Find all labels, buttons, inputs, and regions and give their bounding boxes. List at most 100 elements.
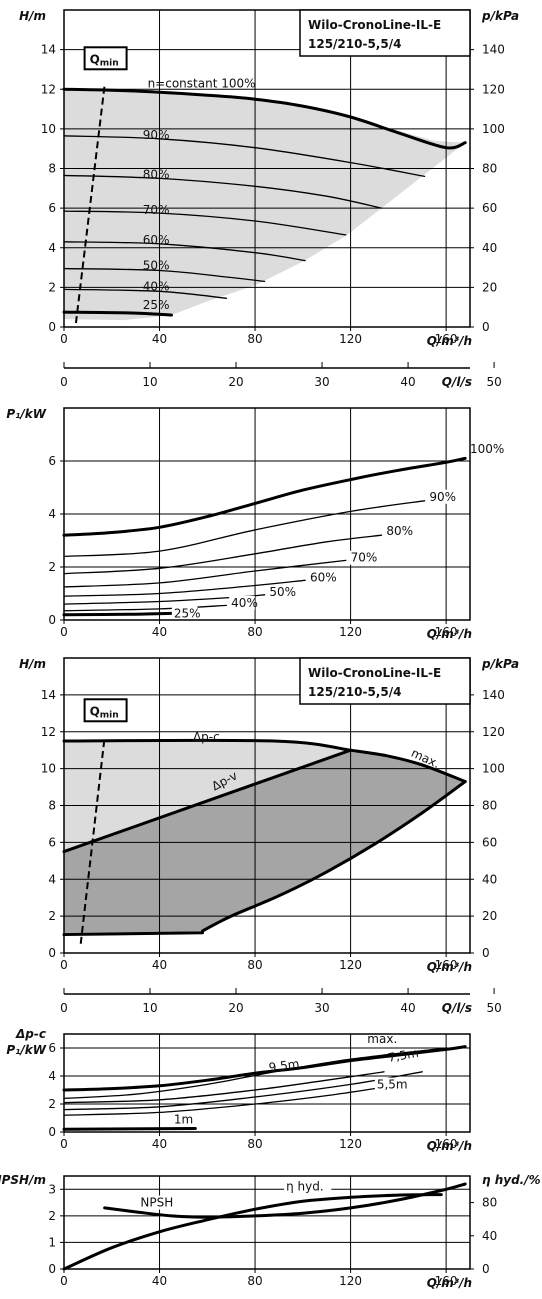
p1-series-7 bbox=[62, 611, 173, 617]
h1-y2-tick-label: 20 bbox=[482, 280, 497, 294]
npsh-y-tick-label: 2 bbox=[48, 1209, 56, 1223]
p2-series-2 bbox=[63, 1071, 385, 1104]
p1-y-tick-label: 0 bbox=[48, 613, 56, 627]
p1-y-tick-label: 4 bbox=[48, 507, 56, 521]
npsh-y-tick-label: 3 bbox=[48, 1182, 56, 1196]
p2-x-tick-label: 120 bbox=[339, 1137, 362, 1151]
h1-curve-label-0: n=constant 100% bbox=[148, 76, 256, 90]
p2-x-tick-label: 80 bbox=[247, 1137, 262, 1151]
p1-curve-label-2: 80% bbox=[386, 524, 413, 538]
h2-y-tick-label: 10 bbox=[41, 762, 56, 776]
h1-curve-label-6: 40% bbox=[143, 279, 170, 293]
qls2-tick-label: 50 bbox=[486, 1001, 501, 1015]
p1-x-tick-label: 120 bbox=[339, 625, 362, 639]
p2-ylabel: P₁/kW bbox=[6, 1043, 46, 1057]
p1-x-tick-label: 0 bbox=[60, 625, 68, 639]
h2-y2-tick-label: 40 bbox=[482, 872, 497, 886]
h2-series-1 bbox=[349, 748, 467, 783]
qls1-tick-label: 10 bbox=[142, 375, 157, 389]
h2-y-tick-label: 12 bbox=[41, 725, 56, 739]
p2-series-5 bbox=[62, 1127, 197, 1131]
npsh-x-tick-label: 80 bbox=[247, 1274, 262, 1288]
h2-y-tick-label: 14 bbox=[41, 688, 56, 702]
p2-xlabel: Q/m³/h bbox=[427, 1139, 472, 1153]
h1-series-2 bbox=[63, 174, 383, 209]
h1-y2label: p/kPa bbox=[481, 9, 519, 23]
p1-label-bg bbox=[171, 606, 198, 621]
h2-y2label: p/kPa bbox=[481, 657, 519, 671]
h2-y-tick-label: 4 bbox=[48, 872, 56, 886]
h1-y-tick-label: 2 bbox=[48, 280, 56, 294]
h2-y2-tick-label: 60 bbox=[482, 835, 497, 849]
npsh-x-tick-label: 160 bbox=[435, 1274, 458, 1288]
p2-curve-label-1: 9,5m bbox=[268, 1057, 300, 1075]
h2-series-4 bbox=[62, 931, 205, 937]
npsh-curve-label-1: η hyd. bbox=[286, 1180, 324, 1194]
h1-y-tick-label: 4 bbox=[48, 241, 56, 255]
p2-y-tick-label: 0 bbox=[48, 1125, 56, 1139]
npsh-label-bg bbox=[284, 1179, 332, 1194]
h1-x-tick-label: 80 bbox=[247, 332, 262, 346]
qls2-tick-label: 20 bbox=[228, 1001, 243, 1015]
p2-x-tick-label: 0 bbox=[60, 1137, 68, 1151]
h1-y-tick-label: 14 bbox=[41, 43, 56, 57]
h1-y-tick-label: 10 bbox=[41, 122, 56, 136]
npsh-x-tick-label: 120 bbox=[339, 1274, 362, 1288]
h2-y2-tick-label: 100 bbox=[482, 762, 505, 776]
h1-y2-tick-label: 140 bbox=[482, 43, 505, 57]
h2-title: Wilo-CronoLine-IL-E bbox=[308, 666, 441, 680]
h2-subtitle: 125/210-5,5/4 bbox=[308, 685, 401, 699]
p1-series-4 bbox=[63, 579, 306, 597]
p2-label-bg bbox=[365, 1032, 399, 1047]
p2-y-tick-label: 6 bbox=[48, 1041, 56, 1055]
npsh-ylabel: NPSH/m bbox=[0, 1173, 46, 1187]
h2-x-tick-label: 80 bbox=[247, 958, 262, 972]
h1-operating-area bbox=[64, 89, 466, 321]
h1-y2-tick-label: 80 bbox=[482, 162, 497, 176]
h2-qmin-box bbox=[83, 698, 128, 723]
qls1-tick-label: 30 bbox=[314, 375, 329, 389]
npsh-x-tick-label: 0 bbox=[60, 1274, 68, 1288]
h1-qmin-line bbox=[74, 85, 106, 324]
p1-label-bg bbox=[307, 570, 334, 585]
qls1-tick-label: 40 bbox=[400, 375, 415, 389]
p1-curve-label-0: 100% bbox=[470, 442, 504, 456]
h1-y2-tick-label: 120 bbox=[482, 82, 505, 96]
p1-curve-label-6: 40% bbox=[231, 596, 258, 610]
p1-series-2 bbox=[63, 534, 383, 575]
qls1-tick-label: 0 bbox=[60, 375, 68, 389]
h2-y2-tick-label: 20 bbox=[482, 909, 497, 923]
h2-x-tick-label: 40 bbox=[152, 958, 167, 972]
p1-x-tick-label: 40 bbox=[152, 625, 167, 639]
h1-series-3 bbox=[63, 210, 347, 236]
h2-xlabel: Q/m³/h bbox=[427, 960, 472, 974]
h1-qmin-box bbox=[83, 46, 128, 71]
npsh-y2-tick-label: 80 bbox=[482, 1196, 497, 1210]
p1-y-tick-label: 6 bbox=[48, 454, 56, 468]
p1-x-tick-label: 160 bbox=[435, 625, 458, 639]
h1-y2-tick-label: 60 bbox=[482, 201, 497, 215]
qls1-xlabel: Q/l/s bbox=[442, 375, 472, 389]
h2-y-tick-label: 2 bbox=[48, 909, 56, 923]
h1-series-0 bbox=[62, 87, 467, 150]
h1-y-tick-label: 0 bbox=[48, 320, 56, 334]
h1-y2-tick-label: 100 bbox=[482, 122, 505, 136]
p1-label-bg bbox=[384, 524, 411, 539]
h1-curve-label-2: 80% bbox=[143, 167, 170, 181]
qls1-tick-label: 20 bbox=[228, 375, 243, 389]
p1-series-3 bbox=[63, 559, 347, 588]
p2-label-bg bbox=[171, 1112, 191, 1127]
p2-plot-frame bbox=[63, 1033, 471, 1133]
h1-series-7 bbox=[62, 310, 173, 317]
h1-title-box bbox=[299, 9, 471, 57]
npsh-y2-tick-label: 0 bbox=[482, 1262, 490, 1276]
p1-curve-label-7: 25% bbox=[174, 606, 201, 620]
qls1-tick-label: 50 bbox=[486, 375, 501, 389]
h1-subtitle: 125/210-5,5/4 bbox=[308, 37, 401, 51]
npsh-series-1 bbox=[62, 1193, 443, 1271]
h2-y-tick-label: 8 bbox=[48, 799, 56, 813]
h1-x-tick-label: 120 bbox=[339, 332, 362, 346]
qls2-tick-label: 30 bbox=[314, 1001, 329, 1015]
p2-series-1 bbox=[63, 1047, 447, 1100]
npsh-y-tick-label: 0 bbox=[48, 1262, 56, 1276]
